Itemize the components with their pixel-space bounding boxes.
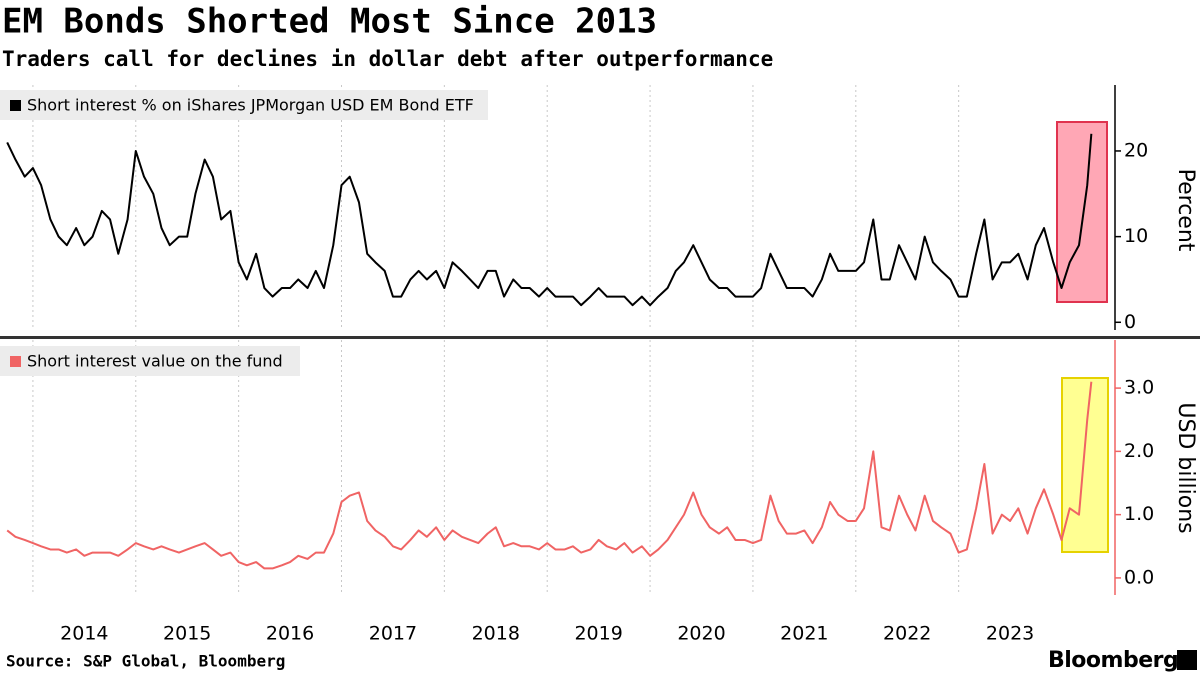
x-tick-label: 2022 bbox=[883, 623, 931, 645]
y-tick-label: 0.0 bbox=[1124, 566, 1154, 588]
logo-icon bbox=[1177, 650, 1197, 670]
x-tick-label: 2020 bbox=[677, 623, 725, 645]
legend-box bbox=[0, 90, 488, 120]
highlight-box bbox=[1056, 121, 1108, 303]
y-tick-label: 3.0 bbox=[1124, 377, 1154, 399]
y-axis-label: USD billions bbox=[1173, 402, 1198, 533]
y-tick-label: 0 bbox=[1124, 311, 1136, 333]
y-axis-label: Percent bbox=[1173, 169, 1198, 252]
x-tick-label: 2016 bbox=[266, 623, 314, 645]
chart-title: EM Bonds Shorted Most Since 2013 bbox=[2, 2, 657, 42]
panel-divider bbox=[0, 336, 1200, 339]
x-tick-label: 2015 bbox=[163, 623, 211, 645]
source: Source: S&P Global, Bloomberg bbox=[6, 652, 285, 671]
y-tick-label: 20 bbox=[1124, 139, 1148, 161]
x-tick-label: 2023 bbox=[986, 623, 1034, 645]
y-tick-label: 1.0 bbox=[1124, 503, 1154, 525]
y-tick-label: 2.0 bbox=[1124, 440, 1154, 462]
x-tick-label: 2021 bbox=[780, 623, 828, 645]
legend-swatch bbox=[10, 100, 21, 111]
legend-label: Short interest % on iShares JPMorgan USD… bbox=[27, 96, 474, 115]
x-tick-label: 2017 bbox=[369, 623, 417, 645]
y-tick-label: 10 bbox=[1124, 225, 1148, 247]
data-line bbox=[6, 381, 1093, 570]
x-tick-label: 2018 bbox=[472, 623, 520, 645]
x-tick-label: 2014 bbox=[60, 623, 108, 645]
chart-subtitle: Traders call for declines in dollar debt… bbox=[2, 47, 773, 71]
legend-swatch bbox=[10, 356, 21, 367]
legend-label: Short interest value on the fund bbox=[27, 352, 283, 371]
data-line bbox=[6, 133, 1093, 307]
x-tick-label: 2019 bbox=[574, 623, 622, 645]
legend-box bbox=[0, 346, 300, 376]
logo: Bloomberg bbox=[1048, 648, 1178, 673]
highlight-box bbox=[1061, 377, 1109, 553]
